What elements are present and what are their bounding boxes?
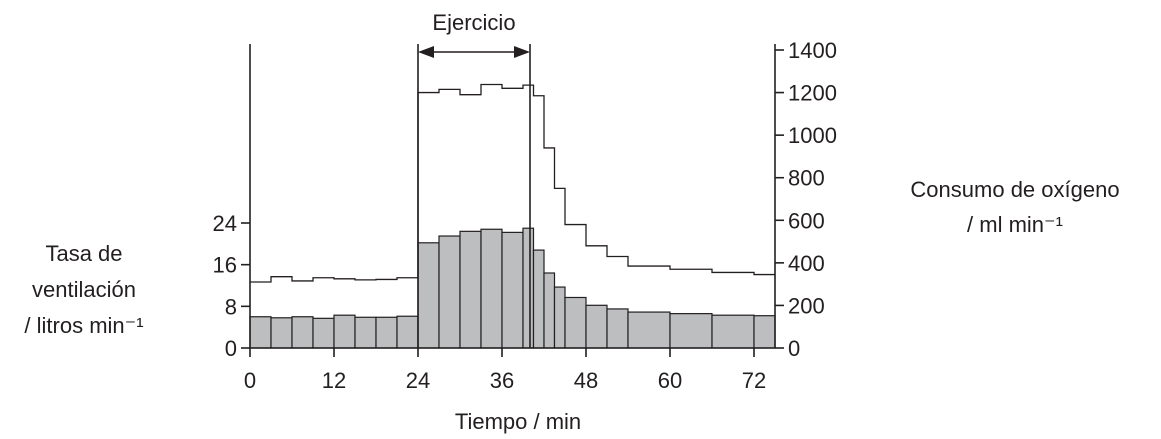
left-axis-title-line-1: Tasa de (45, 241, 122, 266)
ventilation-bar-13 (522, 227, 535, 349)
right-y-tick-label-1: 200 (788, 293, 825, 318)
ventilation-bar-16 (553, 286, 566, 349)
ventilation-bar-11 (480, 228, 503, 349)
ventilation-bars (249, 227, 776, 349)
axes (249, 44, 776, 349)
ventilation-bar-9 (438, 235, 461, 349)
left-axis-title-line-3: / litros min⁻¹ (24, 313, 143, 338)
exercise-annotation: Ejercicio (418, 10, 530, 58)
left-y-tick-label-2: 16 (213, 253, 237, 278)
left-y-tick-label-0: 0 (225, 336, 237, 361)
x-axis-title: Tiempo / min (455, 409, 581, 434)
exercise-label: Ejercicio (432, 10, 515, 35)
ventilation-bar-22 (711, 314, 755, 349)
ventilation-bar-12 (501, 231, 524, 349)
right-y-tick-label-6: 1200 (788, 81, 837, 106)
ventilation-bar-10 (459, 230, 482, 349)
ventilation-bar-8 (417, 242, 440, 349)
x-tick-label-1: 12 (322, 368, 346, 393)
x-tick-label-4: 48 (574, 368, 598, 393)
right-axis-title-line-1: Consumo de oxígeno (910, 177, 1119, 202)
right-y-tick-label-4: 800 (788, 166, 825, 191)
ventilation-bar-3 (312, 317, 335, 349)
ventilation-bar-14 (532, 249, 545, 349)
ventilation-bar-4 (333, 314, 356, 349)
oxygen-step-line-group (250, 83, 775, 283)
ventilation-bar-19 (606, 308, 629, 349)
right-y-tick-label-0: 0 (788, 336, 800, 361)
x-tick-label-0: 0 (244, 368, 256, 393)
right-y-tick-label-7: 1400 (788, 38, 837, 63)
axis-titles: Tiempo / min Tasa de ventilación / litro… (24, 177, 1119, 434)
exercise-arrowhead-left (418, 46, 434, 58)
ventilation-bar-5 (354, 316, 377, 349)
right-axis-title-line-2: / ml min⁻¹ (967, 212, 1063, 237)
x-tick-label-5: 60 (658, 368, 682, 393)
exercise-arrowhead-right (514, 46, 530, 58)
x-tick-label-2: 24 (406, 368, 430, 393)
ventilation-bar-1 (270, 317, 293, 349)
ventilation-bar-18 (585, 304, 608, 349)
ventilation-bar-7 (396, 315, 419, 349)
right-y-tick-label-2: 400 (788, 251, 825, 276)
ticks: 0 12 24 36 48 60 72 0 8 16 24 0 200 400 600 800 1000 1200… (213, 38, 837, 393)
ventilation-bar-15 (543, 272, 556, 349)
ventilation-bar-6 (375, 316, 398, 349)
ventilation-bar-23 (753, 315, 776, 349)
right-y-tick-label-5: 1000 (788, 123, 837, 148)
left-y-tick-label-1: 8 (225, 294, 237, 319)
ventilation-bar-17 (564, 296, 587, 349)
x-tick-label-6: 72 (742, 368, 766, 393)
ventilation-bar-2 (291, 316, 314, 349)
oxygen-step-line (250, 83, 775, 283)
ventilation-bar-0 (249, 316, 272, 349)
ventilation-bar-21 (669, 313, 713, 349)
right-y-tick-label-3: 600 (788, 208, 825, 233)
x-tick-label-3: 36 (490, 368, 514, 393)
left-y-tick-label-3: 24 (213, 211, 237, 236)
ventilation-bar-20 (627, 311, 671, 349)
left-axis-title-line-2: ventilación (32, 277, 136, 302)
